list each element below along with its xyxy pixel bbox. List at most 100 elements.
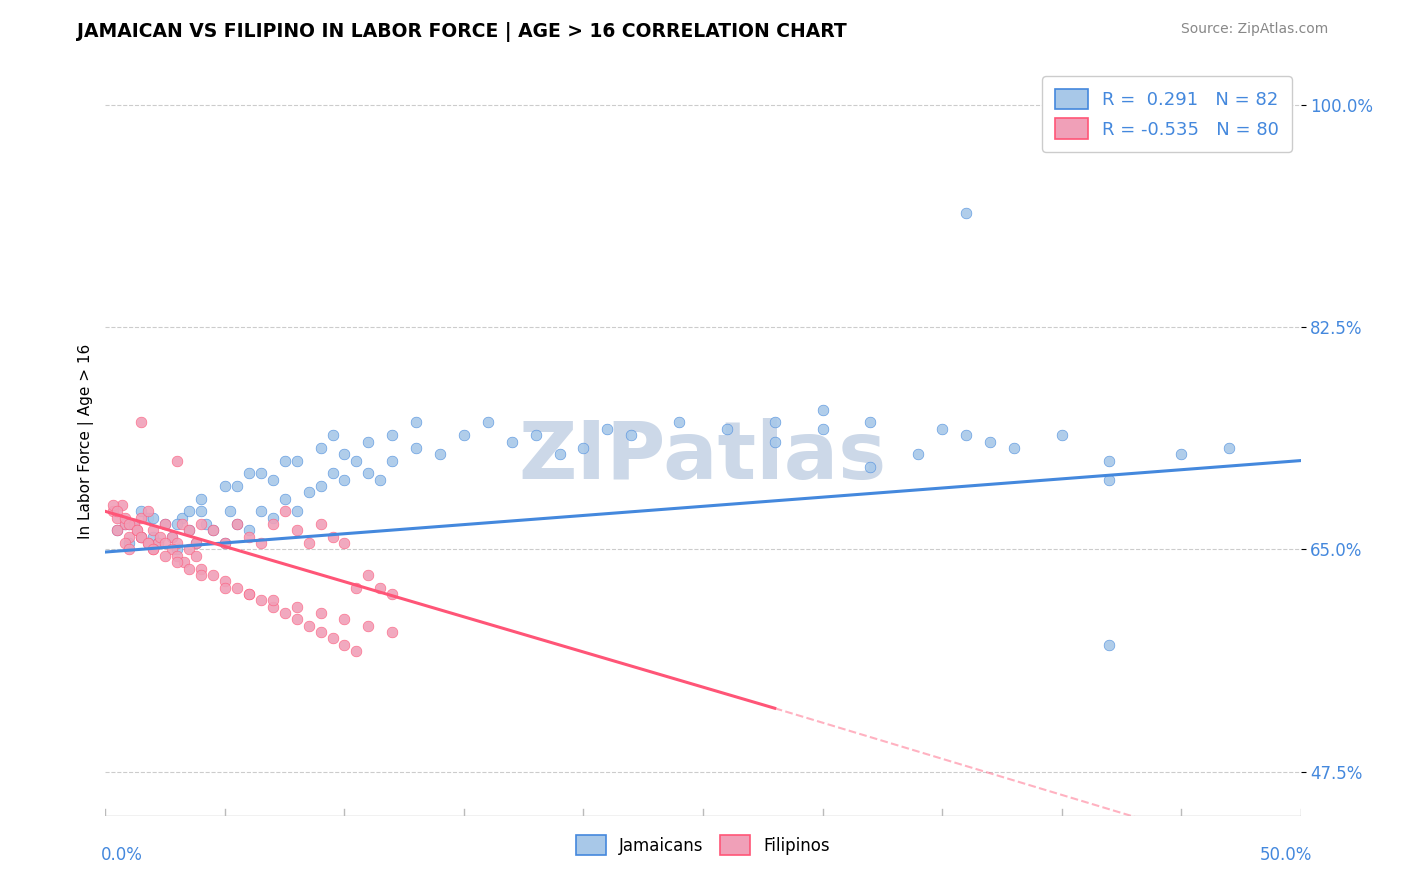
Point <box>262 517 284 532</box>
Point <box>346 581 368 595</box>
Point <box>202 524 225 538</box>
Point <box>166 453 188 467</box>
Point <box>811 402 834 417</box>
Point <box>405 416 427 430</box>
Point <box>381 428 404 442</box>
Point <box>273 453 295 467</box>
Point <box>524 428 547 442</box>
Point <box>190 491 212 506</box>
Point <box>118 536 141 550</box>
Point <box>114 536 136 550</box>
Point <box>405 441 427 455</box>
Point <box>357 567 380 582</box>
Point <box>214 536 236 550</box>
Point <box>153 517 177 532</box>
Legend: Jamaicans, Filipinos: Jamaicans, Filipinos <box>569 829 837 862</box>
Point <box>321 632 344 646</box>
Point <box>225 581 249 595</box>
Point <box>225 517 249 532</box>
Point <box>214 479 236 493</box>
Point <box>118 517 141 532</box>
Point <box>166 555 188 569</box>
Point <box>763 416 786 430</box>
Point <box>166 549 188 563</box>
Point <box>250 467 273 481</box>
Point <box>309 625 332 640</box>
Point <box>1098 473 1121 487</box>
Point <box>101 504 124 518</box>
Point <box>979 434 1001 449</box>
Point <box>177 542 201 557</box>
Point <box>429 447 451 461</box>
Point <box>142 510 165 524</box>
Point <box>149 530 172 544</box>
Point <box>1050 428 1073 442</box>
Point <box>1098 638 1121 652</box>
Point <box>214 581 236 595</box>
Point <box>170 517 193 532</box>
Point <box>107 524 129 538</box>
Point <box>596 422 619 436</box>
Point <box>118 517 141 532</box>
Point <box>138 510 160 524</box>
Point <box>146 536 169 550</box>
Point <box>202 567 225 582</box>
Point <box>1002 441 1025 455</box>
Point <box>859 416 882 430</box>
Point <box>250 504 273 518</box>
Point <box>285 453 308 467</box>
Legend: R =  0.291   N = 82, R = -0.535   N = 80: R = 0.291 N = 82, R = -0.535 N = 80 <box>1042 76 1292 152</box>
Point <box>668 416 690 430</box>
Point <box>173 555 195 569</box>
Point <box>309 441 332 455</box>
Point <box>333 536 356 550</box>
Point <box>114 517 136 532</box>
Text: ZIPatlas: ZIPatlas <box>519 417 887 496</box>
Point <box>321 530 344 544</box>
Point <box>285 524 308 538</box>
Point <box>177 524 201 538</box>
Point <box>273 504 295 518</box>
Point <box>321 467 344 481</box>
Point <box>548 447 571 461</box>
Point <box>357 434 380 449</box>
Point <box>129 504 153 518</box>
Point <box>162 530 184 544</box>
Point <box>214 574 236 589</box>
Point <box>146 536 169 550</box>
Point <box>114 517 136 532</box>
Point <box>333 473 356 487</box>
Point <box>122 517 145 532</box>
Point <box>190 567 212 582</box>
Point <box>166 536 188 550</box>
Point <box>142 542 165 557</box>
Point <box>238 530 260 544</box>
Point <box>262 599 284 614</box>
Point <box>763 434 786 449</box>
Point <box>118 530 141 544</box>
Point <box>297 618 319 632</box>
Point <box>333 612 356 626</box>
Point <box>166 517 188 532</box>
Point <box>177 561 201 575</box>
Point <box>122 517 145 532</box>
Point <box>162 530 184 544</box>
Point <box>107 510 129 524</box>
Point <box>186 536 208 550</box>
Point <box>285 612 308 626</box>
Point <box>381 625 404 640</box>
Point <box>190 504 212 518</box>
Point <box>153 517 177 532</box>
Point <box>273 491 295 506</box>
Point <box>111 498 134 512</box>
Point <box>572 441 595 455</box>
Point <box>118 542 141 557</box>
Text: 50.0%: 50.0% <box>1260 846 1312 863</box>
Point <box>381 453 404 467</box>
Point <box>129 416 153 430</box>
Point <box>309 606 332 620</box>
Point <box>453 428 475 442</box>
Point <box>297 485 319 500</box>
Point <box>262 510 284 524</box>
Point <box>333 638 356 652</box>
